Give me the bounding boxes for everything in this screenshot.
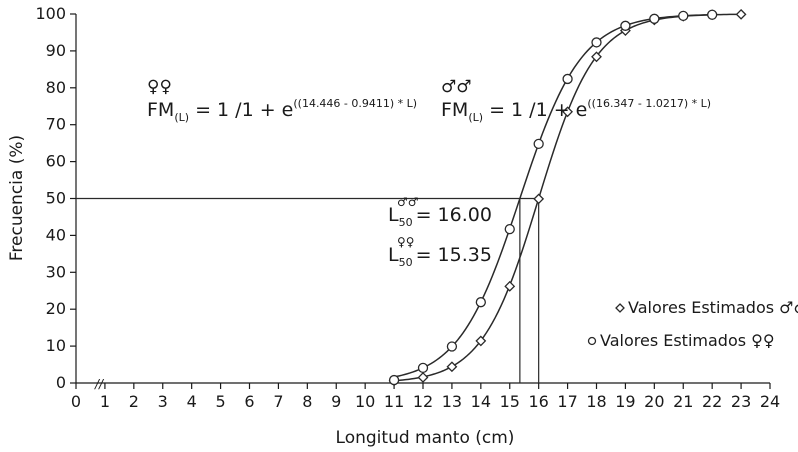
female-data-point	[504, 223, 515, 235]
y-tick-label: 10	[46, 336, 66, 355]
y-tick-label: 50	[46, 189, 66, 208]
male-fm-base: FM	[441, 99, 468, 121]
x-tick-label: 4	[187, 392, 197, 411]
male-data-point	[533, 193, 545, 205]
female-data-point	[649, 13, 660, 24]
female-data-point	[678, 10, 689, 21]
legend-diamond-marker	[615, 303, 625, 313]
x-tick-label: 18	[586, 392, 606, 411]
axis-break-mark: //	[94, 377, 105, 391]
x-tick-label: 22	[702, 392, 722, 411]
x-tick-label: 6	[244, 392, 254, 411]
female-data-point	[533, 138, 544, 150]
female-exponent: ((14.446 - 0.9411) * L)	[293, 97, 417, 110]
l50-female-symbol: ♀♀	[397, 235, 415, 249]
male-equation-text: FM(L) = 1 /1 + e((16.347 - 1.0217) * L)	[441, 97, 711, 124]
x-tick-label: 5	[215, 392, 225, 411]
x-tick-label: 10	[355, 392, 375, 411]
female-data-point	[620, 20, 631, 31]
male-exponent: ((16.347 - 1.0217) * L)	[587, 97, 711, 110]
female-logistic-curve	[393, 13, 713, 378]
male-fm-sub: (L)	[468, 111, 483, 124]
legend-male-label: Valores Estimados ♂♂	[628, 298, 798, 317]
l50-female-label: L50 = 15.35 ♀♀	[388, 235, 492, 269]
male-logistic-curve	[394, 13, 742, 382]
female-data-point	[388, 374, 400, 386]
legend-circle-marker	[587, 336, 597, 346]
female-data-point	[446, 341, 458, 352]
y-tick-label: 30	[46, 262, 66, 281]
male-data-point	[562, 106, 574, 118]
female-data-point	[475, 297, 486, 308]
female-fm-base: FM	[147, 99, 174, 121]
x-tick-label: 20	[644, 392, 664, 411]
male-symbol: ♂♂	[441, 77, 471, 97]
x-tick-label: 16	[528, 392, 548, 411]
x-tick-label: 9	[331, 392, 341, 411]
legend-female-label: Valores Estimados ♀♀	[600, 331, 775, 350]
legend: Valores Estimados ♂♂ Valores Estimados ♀…	[587, 298, 798, 350]
male-data-point	[417, 372, 429, 383]
y-axis-title: Frecuencia (%)	[7, 135, 27, 261]
legend-item-male: Valores Estimados ♂♂	[615, 298, 798, 317]
l50-male-label: L50 = 16.00 ♂♂	[388, 195, 492, 229]
x-axis-ticks: 0 1 2 3 4 5 6 7 8 9 10 11 12 13 14 15 16 17 18 19 20 21 22 23 24	[71, 383, 780, 411]
female-data-point	[562, 73, 573, 85]
x-tick-label: 3	[158, 392, 168, 411]
male-data-point	[591, 51, 602, 63]
x-tick-label: 19	[615, 392, 635, 411]
x-tick-label: 12	[413, 392, 433, 411]
female-symbol: ♀♀	[147, 77, 172, 97]
female-data-point	[417, 362, 429, 374]
male-data-point	[446, 361, 458, 373]
male-data-point	[735, 8, 747, 20]
l50-male-symbol: ♂♂	[397, 195, 419, 209]
female-equation: ♀♀ FM(L) = 1 /1 + e((14.446 - 0.9411) * …	[147, 77, 417, 124]
male-data-point	[475, 335, 487, 347]
y-tick-label: 100	[35, 4, 66, 23]
x-tick-label: 2	[129, 392, 139, 411]
y-tick-label: 40	[46, 225, 66, 244]
logistic-curves	[393, 13, 742, 382]
female-fm-sub: (L)	[174, 111, 189, 124]
y-tick-label: 60	[46, 152, 66, 171]
y-tick-label: 80	[46, 78, 66, 97]
l50-female-text: L50 = 15.35	[388, 244, 492, 269]
female-equation-text: FM(L) = 1 /1 + e((14.446 - 0.9411) * L)	[147, 97, 417, 124]
y-tick-label: 0	[56, 373, 66, 392]
l50-reference-lines	[76, 197, 540, 383]
y-tick-label: 70	[46, 115, 66, 134]
x-tick-label: 17	[557, 392, 577, 411]
x-tick-label: 15	[500, 392, 520, 411]
y-axis-ticks: 0 10 20 30 40 50 60 70 80 90 100	[35, 4, 76, 392]
x-tick-label: 24	[760, 392, 780, 411]
y-tick-label: 20	[46, 299, 66, 318]
x-tick-label: 1	[100, 392, 110, 411]
data-markers	[388, 8, 747, 387]
female-data-point	[591, 37, 602, 48]
x-tick-label: 0	[71, 392, 81, 411]
male-eq-mid: = 1 /1 + e	[483, 99, 587, 121]
y-tick-label: 90	[46, 41, 66, 60]
x-tick-label: 8	[302, 392, 312, 411]
male-equation: ♂♂ FM(L) = 1 /1 + e((16.347 - 1.0217) * …	[441, 77, 711, 124]
x-tick-label: 7	[273, 392, 283, 411]
x-axis-title: Longitud manto (cm)	[336, 428, 515, 448]
x-tick-label: 13	[442, 392, 462, 411]
female-data-point	[707, 9, 718, 20]
x-tick-label: 21	[673, 392, 693, 411]
x-tick-label: 14	[471, 392, 491, 411]
female-eq-mid: = 1 /1 + e	[189, 99, 293, 121]
legend-item-female: Valores Estimados ♀♀	[587, 331, 775, 350]
x-tick-label: 11	[384, 392, 404, 411]
l50-male-text: L50 = 16.00	[388, 204, 492, 229]
male-data-point	[504, 280, 516, 292]
x-tick-label: 23	[731, 392, 751, 411]
